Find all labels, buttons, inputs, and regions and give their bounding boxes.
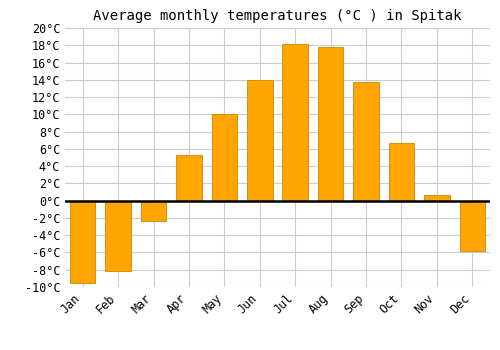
- Bar: [247, 80, 272, 201]
- Bar: [460, 201, 485, 251]
- Bar: [70, 201, 96, 283]
- Bar: [212, 114, 237, 201]
- Title: Average monthly temperatures (°C ) in Spitak: Average monthly temperatures (°C ) in Sp…: [93, 9, 462, 23]
- Bar: [318, 47, 344, 201]
- Bar: [141, 201, 167, 222]
- Bar: [388, 143, 414, 201]
- Bar: [106, 201, 131, 272]
- Bar: [176, 155, 202, 201]
- Bar: [282, 43, 308, 201]
- Bar: [354, 82, 379, 201]
- Bar: [424, 195, 450, 201]
